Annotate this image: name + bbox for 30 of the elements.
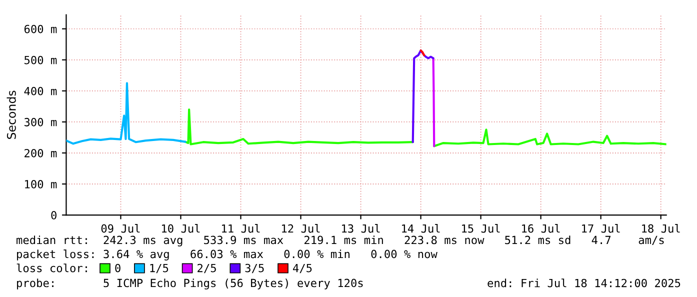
line-series xyxy=(412,49,434,144)
text: end: Fri Jul 18 14:12:00 2025 xyxy=(488,278,680,288)
x-tick-label: 11 Jul xyxy=(222,224,260,233)
line-series xyxy=(66,82,186,145)
y-tick-label: 500 m xyxy=(24,56,57,64)
y-tick-label: 200 m xyxy=(24,148,57,158)
x-tick-label: 12 Jul xyxy=(282,224,320,233)
legend-label: 2/5 xyxy=(198,264,216,274)
y-tick-label: 400 m xyxy=(24,86,57,96)
x-tick-label: 15 Jul xyxy=(462,224,500,233)
y-tick-label: 600 m xyxy=(24,24,57,34)
x-tick-label: 13 Jul xyxy=(342,224,380,233)
x-tick-label: 09 Jul xyxy=(101,224,140,233)
y-tick-label: 300 m xyxy=(24,118,57,126)
legend-title: loss color: xyxy=(16,264,87,272)
y-axis-title: Seconds xyxy=(6,90,16,139)
text: packet loss: 3.64 % avg 66.03 % max 0.00 % min 0.00 % now xyxy=(17,250,438,260)
text: probe: 5 ICMP Echo Pings (56 Bytes) every 120s xyxy=(17,278,363,290)
x-tick-label: 16 Jul xyxy=(522,224,560,233)
x-tick-label: 14 Jul xyxy=(402,224,440,233)
legend-label: 3/5 xyxy=(245,264,264,274)
y-tick-label: 0 xyxy=(51,211,56,220)
x-tick-label: 10 Jul xyxy=(162,224,200,233)
text: median rtt: 242.3 ms avg 533.9 ms max 219.1 ms min 223.8 ms now 51.2 ms sd 4.7 am/s xyxy=(16,236,664,246)
legend-label: 0 xyxy=(115,264,120,272)
y-tick-label: 100 m xyxy=(25,180,57,188)
legend-label: 1/5 xyxy=(150,264,168,274)
legend-label: 4/5 xyxy=(293,264,312,274)
x-tick-label: 18 Jul xyxy=(642,224,680,233)
x-tick-label: 17 Jul xyxy=(582,224,620,233)
